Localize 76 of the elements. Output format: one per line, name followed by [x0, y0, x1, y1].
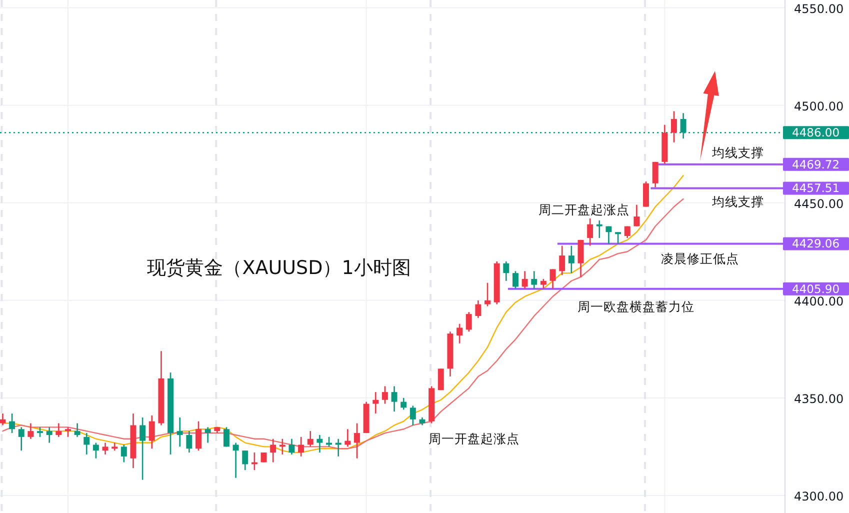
candlestick: [578, 239, 584, 278]
ref-line-label: 4429.06: [792, 236, 840, 251]
candlestick: [92, 442, 99, 460]
candlestick: [522, 270, 528, 290]
candlestick: [531, 270, 538, 290]
candlestick: [606, 226, 612, 244]
ref-line-label: 4469.72: [792, 157, 840, 172]
candlestick: [148, 414, 155, 450]
candlestick: [634, 204, 640, 227]
y-tick-label: 4350.00: [794, 392, 844, 406]
candlestick: [596, 220, 602, 239]
y-tick-label: 4450.00: [794, 196, 844, 211]
candlestick: [484, 282, 490, 307]
candlestick: [503, 260, 510, 282]
ref-line-label: 4405.90: [792, 282, 840, 296]
y-tick-label: 4300.00: [794, 489, 844, 504]
y-tick-label: 4550.00: [794, 2, 844, 16]
candlestick: [232, 442, 239, 479]
candlestick: [456, 323, 463, 344]
candlestick: [37, 426, 43, 438]
candlestick: [540, 278, 546, 290]
candlestick: [18, 426, 24, 452]
candlestick: [288, 438, 295, 456]
candlestick: [260, 452, 267, 463]
candlestick: [120, 444, 127, 463]
candlestick: [242, 450, 248, 471]
candlestick: [670, 110, 677, 144]
candlestick: [223, 426, 230, 448]
annotation: 周一开盘起涨点: [428, 431, 520, 446]
candlestick: [400, 397, 407, 410]
candlestick: [559, 245, 566, 276]
candlestick: [102, 442, 108, 456]
candlestick: [372, 391, 379, 414]
candlestick: [512, 270, 518, 290]
candlestick: [344, 428, 351, 448]
y-tick-label: 4500.00: [794, 99, 844, 114]
candlestick: [652, 161, 658, 188]
candlestick: [196, 420, 202, 452]
candlestick: [279, 438, 286, 456]
candlestick: [204, 426, 211, 444]
candlestick: [410, 405, 416, 426]
candlestick: [568, 245, 574, 274]
annotation: 周二开盘起涨点: [538, 202, 630, 217]
candlestick: [298, 436, 304, 458]
candlestick: [64, 426, 71, 438]
candlestick: [391, 386, 398, 412]
y-tick-label: 4400.00: [794, 294, 844, 308]
candlestick: [550, 268, 556, 290]
candlestick: [354, 422, 360, 460]
text: 现货黄金（XAUUSD）1小时图: [147, 257, 411, 279]
ref-line-label: 4457.51: [792, 181, 840, 196]
candlestick: [0, 412, 6, 426]
candlestick: [176, 416, 183, 448]
candlestick: [74, 422, 80, 438]
candlestick: [438, 368, 444, 391]
annotation: 周一欧盘横盘蓄力位: [578, 299, 694, 314]
candlestick: [9, 412, 16, 434]
candlestick: [307, 430, 314, 448]
candlestick: [466, 311, 472, 332]
candlestick: [475, 300, 482, 319]
candlestick: [28, 422, 34, 440]
candlestick: [587, 218, 594, 246]
text: 均线支撑: [711, 145, 764, 160]
candlestick: [615, 231, 622, 244]
candlestick: [140, 416, 146, 480]
candlestick: [643, 180, 649, 208]
candlestick: [382, 386, 388, 404]
candlestick: [270, 438, 276, 463]
candlestick: [316, 434, 323, 454]
candlestick: [84, 432, 90, 456]
ref-line-label: 4486.00: [792, 126, 840, 140]
text: 均线支撑: [711, 194, 764, 209]
candlestick: [56, 422, 62, 438]
annotation: 凌晨修正低点: [661, 251, 739, 266]
candlestick: [186, 430, 192, 454]
candlestick: [46, 426, 52, 444]
